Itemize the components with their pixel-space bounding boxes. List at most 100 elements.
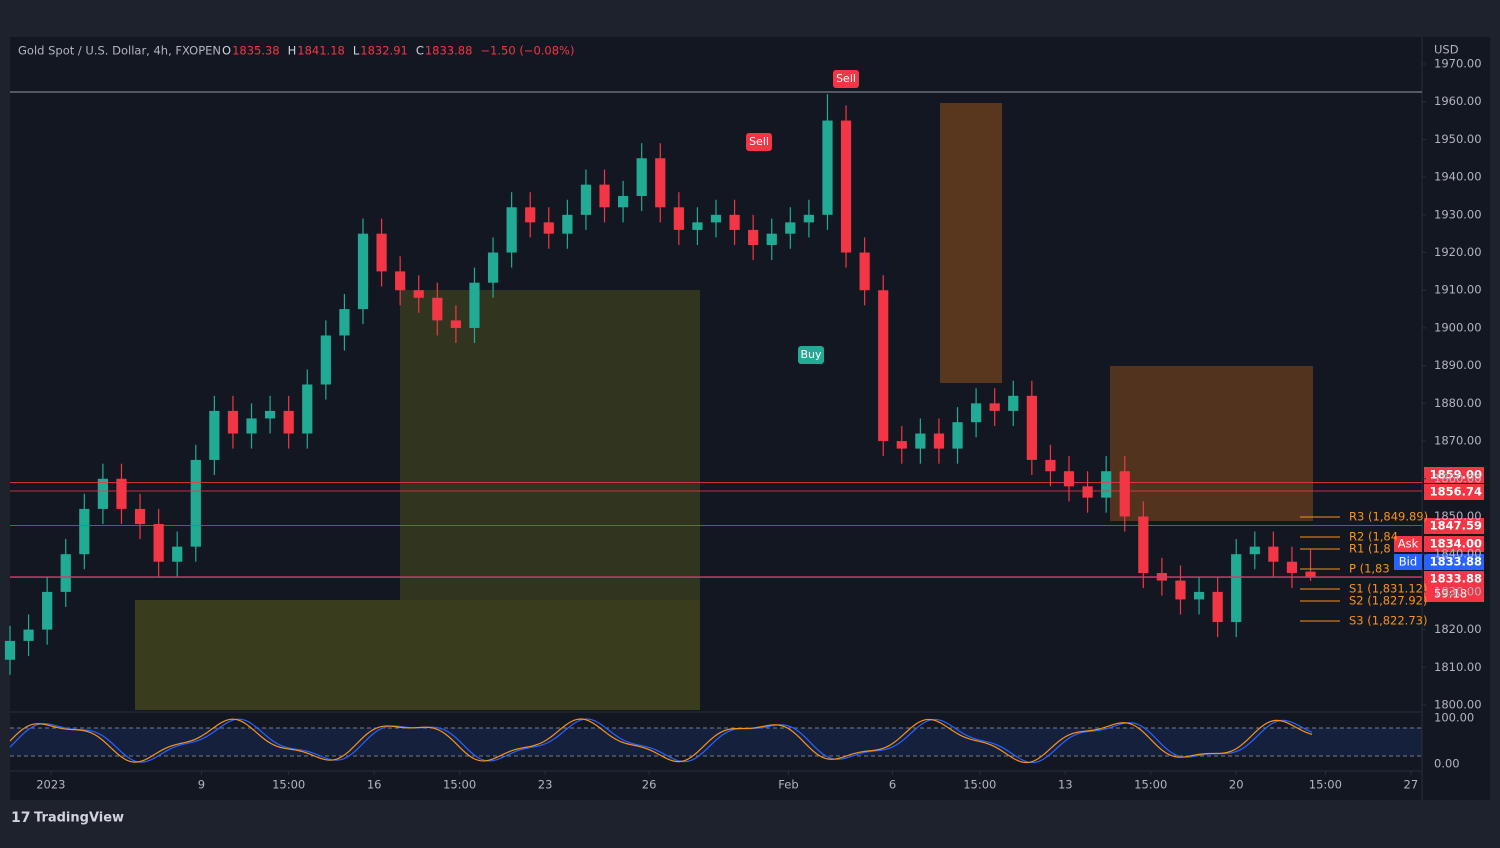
quote-label: Bid: [1399, 555, 1417, 569]
candle-body: [599, 184, 610, 208]
candle-body: [562, 214, 573, 234]
price-tag-label: 1856.74: [1430, 485, 1482, 499]
candle-body: [320, 335, 331, 385]
y-tick-label: 1850.00: [1434, 509, 1482, 523]
price-tag-label: 1833.88: [1430, 555, 1482, 569]
candle-body: [172, 546, 183, 562]
candle-body: [42, 591, 53, 630]
y-tick-label: 1930.00: [1434, 207, 1482, 221]
candle-body: [190, 459, 201, 547]
y-tick-label: 1910.00: [1434, 283, 1482, 297]
brand: TradingView: [34, 811, 124, 826]
candle-body: [432, 297, 443, 321]
price-tag: [1424, 467, 1484, 483]
price-tag: [1424, 587, 1484, 602]
candle-body: [970, 403, 982, 423]
candle-body: [840, 120, 852, 253]
candle-body: [283, 410, 294, 434]
signal-badge: [833, 70, 859, 88]
candle-body: [153, 524, 164, 562]
quote-tag: [1394, 554, 1422, 570]
x-tick-label: 2023: [36, 778, 65, 792]
candle-body: [60, 554, 71, 592]
candle-body: [227, 410, 239, 434]
candle-body: [1045, 459, 1056, 472]
candle-body: [1268, 546, 1279, 562]
price-tag: [1424, 554, 1484, 570]
y-tick-label: 1890.00: [1434, 358, 1482, 372]
candle-body: [766, 233, 777, 245]
x-tick-label: 26: [642, 778, 657, 792]
candle-body: [97, 478, 109, 509]
y-tick-label: 1900.00: [1434, 320, 1482, 334]
price-tag-label: 1859.00: [1430, 468, 1482, 482]
candle-body: [209, 410, 220, 460]
candles: [4, 94, 1316, 675]
pivot-label: R2 (1,84: [1349, 530, 1398, 544]
zone: [940, 103, 1002, 383]
candle-body: [803, 214, 815, 223]
candle-body: [748, 229, 759, 245]
candle-body: [264, 410, 276, 419]
pivot-label: R3 (1,849.89): [1349, 510, 1428, 524]
price-tag: [1424, 536, 1484, 552]
candle-body: [692, 222, 703, 230]
y-tick-label: 1870.00: [1434, 434, 1482, 448]
price-tag-label: 1833.88: [1430, 572, 1482, 586]
price-tag-label: 1834.00: [1430, 537, 1482, 551]
candle-body: [1082, 486, 1093, 498]
candle-body: [1138, 516, 1149, 574]
candle-body: [134, 508, 146, 525]
ohlc-value: 1833.88: [425, 44, 473, 58]
y-tick-label: 1860.00: [1434, 471, 1482, 485]
x-tick-label: 20: [1229, 778, 1244, 792]
pivot-label: R1 (1,8: [1349, 542, 1391, 556]
candle-body: [636, 158, 647, 196]
x-tick-label: 15:00: [1134, 778, 1167, 792]
candle-body: [339, 309, 350, 336]
y-tick-label: 1820.00: [1434, 622, 1482, 636]
signal-label: Sell: [749, 135, 769, 148]
candle-body: [933, 433, 945, 449]
pivot-label: S1 (1,831.12): [1349, 582, 1427, 596]
osc-tick-label: 100.00: [1434, 711, 1474, 725]
ohlc-value: 1832.91: [360, 44, 408, 58]
candle-body: [989, 403, 1000, 411]
candle-body: [673, 207, 684, 230]
candle-body: [1119, 471, 1130, 517]
candle-body: [785, 222, 796, 234]
candle-body: [506, 207, 517, 253]
price-tag-label: 1847.59: [1430, 519, 1482, 533]
y-tick-label: 1840.00: [1434, 547, 1482, 561]
candle-body: [655, 158, 666, 208]
candle-body: [23, 629, 34, 641]
candle-body: [450, 320, 462, 328]
symbol: Gold Spot / U.S. Dollar, 4h, FXOPEN: [18, 44, 221, 58]
pivot-label: P (1,83: [1349, 562, 1390, 576]
osc-band: [10, 728, 1422, 756]
ohlc-label: L: [353, 44, 360, 58]
candle-body: [1008, 395, 1019, 411]
x-tick-label: 23: [538, 778, 553, 792]
candle-body: [302, 384, 313, 434]
candle-body: [395, 271, 406, 291]
candle-body: [1193, 591, 1205, 600]
candle-body: [1212, 591, 1223, 623]
y-tick-label: 1830.00: [1434, 584, 1482, 598]
candle-body: [580, 184, 592, 215]
overlay: 1859.00 1856.74 1847.59 1834.00 1833.88 1833.…: [10, 70, 1484, 628]
candle-body: [246, 418, 257, 434]
candle-body: [1175, 580, 1186, 600]
quote-tag: [1394, 536, 1422, 552]
chart-pane: [10, 37, 1490, 800]
candle-body: [413, 290, 424, 298]
countdown: 59:18: [1434, 587, 1467, 601]
x-tick-label: 15:00: [963, 778, 996, 792]
brand-logo: 17: [11, 810, 30, 826]
candle-body: [1286, 561, 1298, 574]
price-tag: [1424, 518, 1484, 534]
x-tick-label: 9: [198, 778, 205, 792]
signal-label: Sell: [836, 72, 856, 85]
y-tick-label: 1960.00: [1434, 94, 1482, 108]
